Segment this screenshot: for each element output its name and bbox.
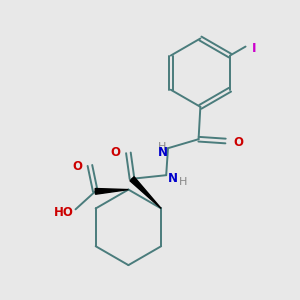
Text: H: H [179, 177, 187, 187]
Text: H: H [158, 142, 166, 152]
Text: N: N [168, 172, 178, 185]
Text: O: O [233, 136, 244, 149]
Text: I: I [252, 42, 256, 55]
Text: N: N [158, 146, 168, 159]
Polygon shape [130, 177, 161, 208]
Text: O: O [110, 146, 121, 159]
Text: O: O [72, 160, 82, 173]
Text: HO: HO [54, 206, 74, 219]
Polygon shape [95, 188, 128, 194]
